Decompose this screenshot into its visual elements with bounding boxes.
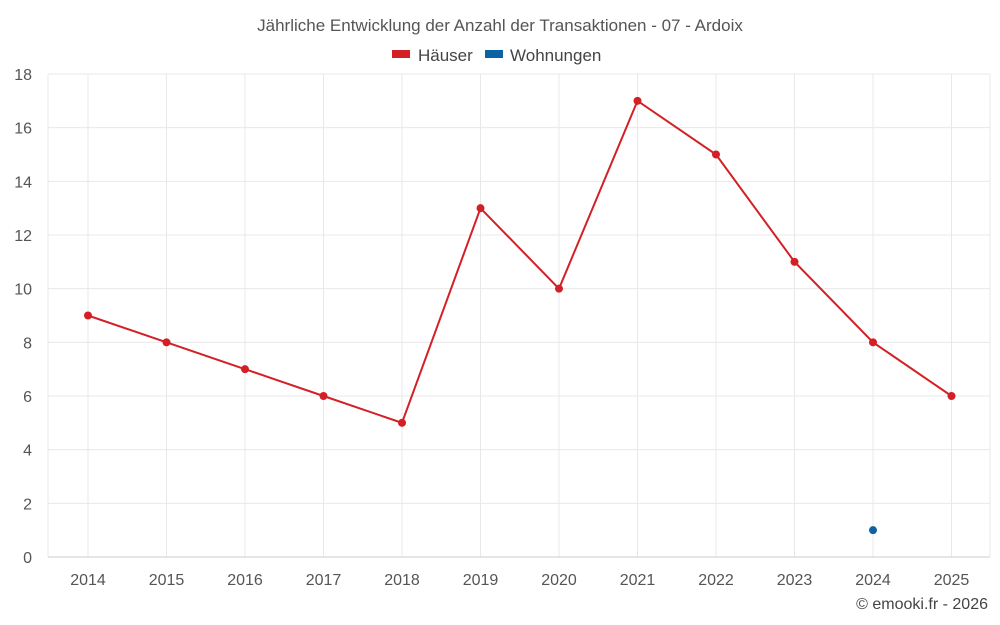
x-tick-label-2025: 2025 [934,572,970,589]
legend-label-wohnungen[interactable]: Wohnungen [510,46,601,65]
data-point-haeuser-2025 [947,392,956,400]
x-tick-label-2023: 2023 [777,572,813,589]
data-point-haeuser-2022 [712,150,720,159]
legend-swatch-wohnungen [485,50,503,58]
chart-title: Jährliche Entwicklung der Anzahl der Tra… [257,16,743,35]
y-tick-label-14: 14 [14,174,32,191]
data-point-haeuser-2021 [633,96,642,105]
x-tick-label-2018: 2018 [384,572,420,589]
grid [47,73,991,558]
x-tick-label-2015: 2015 [149,572,185,589]
data-point-haeuser-2018 [398,418,406,427]
data-point-haeuser-2014 [84,311,92,320]
x-tick-label-2022: 2022 [698,572,734,589]
x-tick-label-2024: 2024 [855,572,891,589]
y-tick-label-10: 10 [14,282,32,299]
x-tick-label-2014: 2014 [70,572,106,589]
data-point-wohnungen-2024 [869,526,877,535]
data-point-haeuser-2017 [319,392,328,400]
y-axis-ticks: 0 2 4 6 8 10 12 14 16 18 [14,67,32,567]
data-point-haeuser-2019 [476,204,485,213]
y-tick-label-2: 2 [23,496,32,513]
legend-swatch-haeuser [392,50,410,58]
data-point-haeuser-2016 [241,365,249,374]
x-tick-label-2017: 2017 [306,572,342,589]
y-tick-label-4: 4 [23,443,32,460]
y-tick-label-16: 16 [14,121,32,138]
x-tick-label-2016: 2016 [227,572,263,589]
series-points [84,96,956,535]
legend-label-haeuser[interactable]: Häuser [418,46,473,65]
x-tick-label-2020: 2020 [541,572,577,589]
x-tick-label-2019: 2019 [463,572,499,589]
data-point-haeuser-2023 [790,257,799,266]
data-point-haeuser-2020 [555,284,563,293]
credit-text: © emooki.fr - 2026 [856,596,988,613]
y-tick-label-6: 6 [23,389,32,406]
y-tick-label-8: 8 [23,335,32,352]
data-point-haeuser-2015 [162,338,171,347]
legend: Häuser Wohnungen [392,46,601,65]
y-tick-label-18: 18 [14,67,32,84]
series-lines [87,99,953,425]
data-point-haeuser-2024 [869,338,877,347]
x-tick-label-2021: 2021 [620,572,656,589]
x-axis-ticks: 2014 2015 2016 2017 2018 2019 2020 2021 2022 2023… [70,572,969,589]
y-tick-label-0: 0 [23,550,32,567]
y-tick-label-12: 12 [14,228,32,245]
series-line-haeuser [87,99,953,425]
